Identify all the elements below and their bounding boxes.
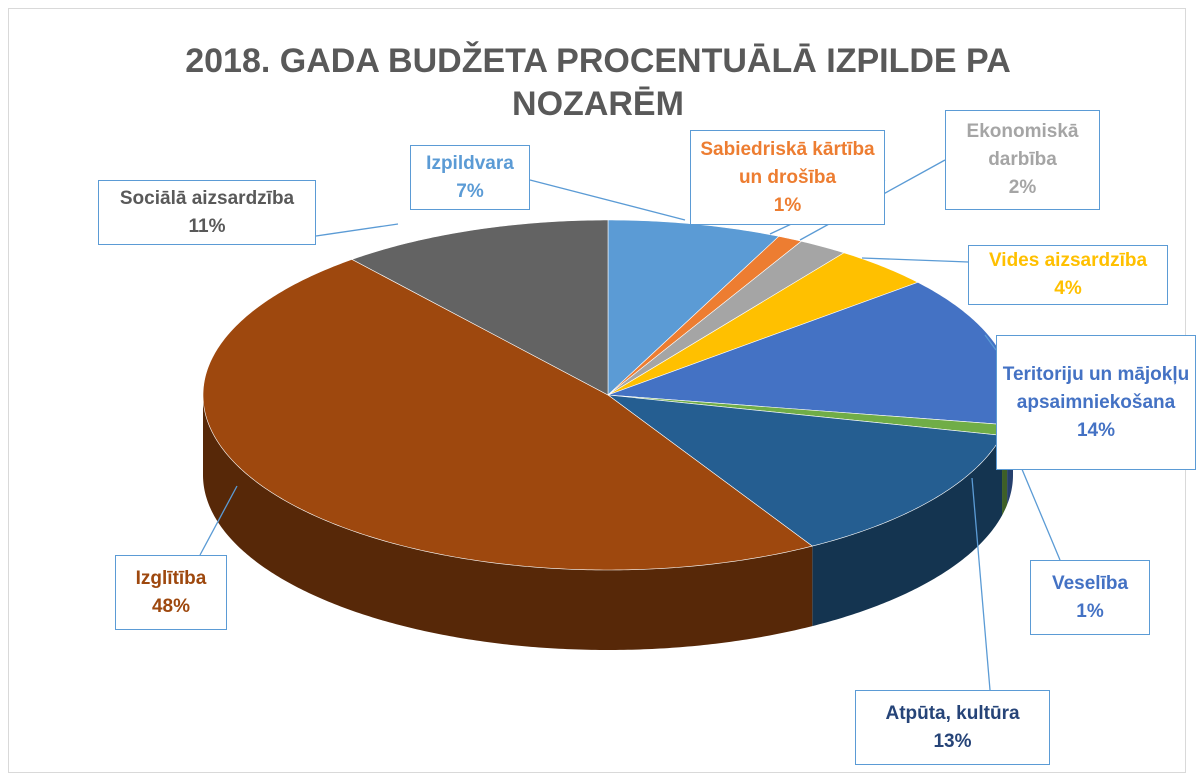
slice — [607, 236, 803, 396]
leader-line — [861, 257, 969, 263]
label-category: Veselība — [1051, 572, 1129, 594]
data-label: Izglītība 48% — [115, 555, 227, 630]
slice — [607, 252, 919, 396]
leader-line — [984, 334, 997, 351]
leader-line — [529, 179, 686, 221]
data-label: Ekonomiskā darbība 2% — [945, 110, 1100, 210]
leader-line — [971, 477, 991, 691]
label-value: 14% — [1076, 419, 1116, 441]
data-label: Atpūta, kultūra 13% — [855, 690, 1050, 765]
label-category: Sociālā aizsardzība — [119, 187, 295, 209]
leader-line — [199, 485, 238, 556]
slice-side — [812, 435, 1003, 627]
label-category: Izglītība — [135, 567, 207, 589]
leader-line — [315, 223, 399, 237]
label-category: Atpūta, kultūra — [885, 702, 1020, 724]
data-label: Sociālā aizsardzība 11% — [98, 180, 316, 245]
slice — [351, 219, 609, 396]
slice — [607, 240, 845, 396]
slice — [202, 259, 814, 571]
label-value: 1% — [773, 194, 802, 216]
label-value: 11% — [188, 215, 226, 237]
label-value: 7% — [456, 180, 484, 202]
data-label: Veselība 1% — [1030, 560, 1150, 635]
data-label: Vides aizsardzība 4% — [968, 245, 1168, 305]
slice-side — [203, 395, 813, 650]
label-value: 4% — [1054, 278, 1082, 299]
chart-title: 2018. GADA BUDŽETA PROCENTUĀLĀ IZPILDE P… — [185, 42, 1011, 123]
label-category: Teritoriju un mājokļu apsaimniekošana — [1002, 363, 1190, 413]
label-value: 2% — [1008, 177, 1037, 198]
data-label: Sabiedriskā kārtība un drošība 1% — [690, 130, 885, 225]
slice — [606, 394, 1003, 547]
label-category: Sabiedriskā kārtība un drošība — [700, 138, 875, 188]
data-label: Teritoriju un mājokļu apsaimniekošana 14% — [996, 335, 1196, 470]
label-category: Izpildvara — [426, 152, 514, 174]
label-category: Vides aizsardzība — [988, 250, 1148, 271]
data-label: Izpildvara 7% — [410, 145, 530, 210]
label-value: 48% — [151, 595, 191, 617]
label-value: 13% — [933, 730, 972, 752]
label-value: 1% — [1076, 600, 1104, 622]
label-category: Ekonomiskā darbība — [966, 121, 1079, 170]
